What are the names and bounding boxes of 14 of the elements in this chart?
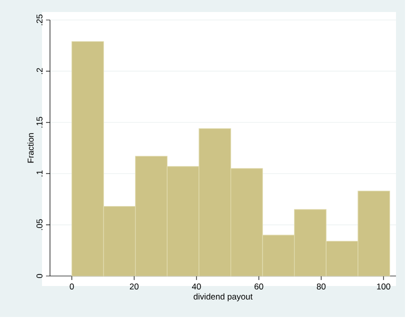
y-tick-label: .05 [36,219,42,230]
y-axis-title: Fraction [27,133,34,163]
x-tick-label: 60 [254,284,264,290]
x-tick-label: 0 [70,284,74,290]
y-tick-label: .25 [36,14,42,26]
y-tick-label: .1 [36,170,42,176]
y-tick-label: .2 [36,68,42,74]
x-axis-title: dividend payout [194,293,253,302]
x-tick-label: 80 [316,284,326,290]
y-tick-label: 0 [36,274,42,278]
x-tick-label: 40 [192,284,201,290]
x-tick-label: 20 [130,284,139,290]
x-tick-label: 100 [377,284,390,290]
y-tick-label: .15 [36,116,42,128]
